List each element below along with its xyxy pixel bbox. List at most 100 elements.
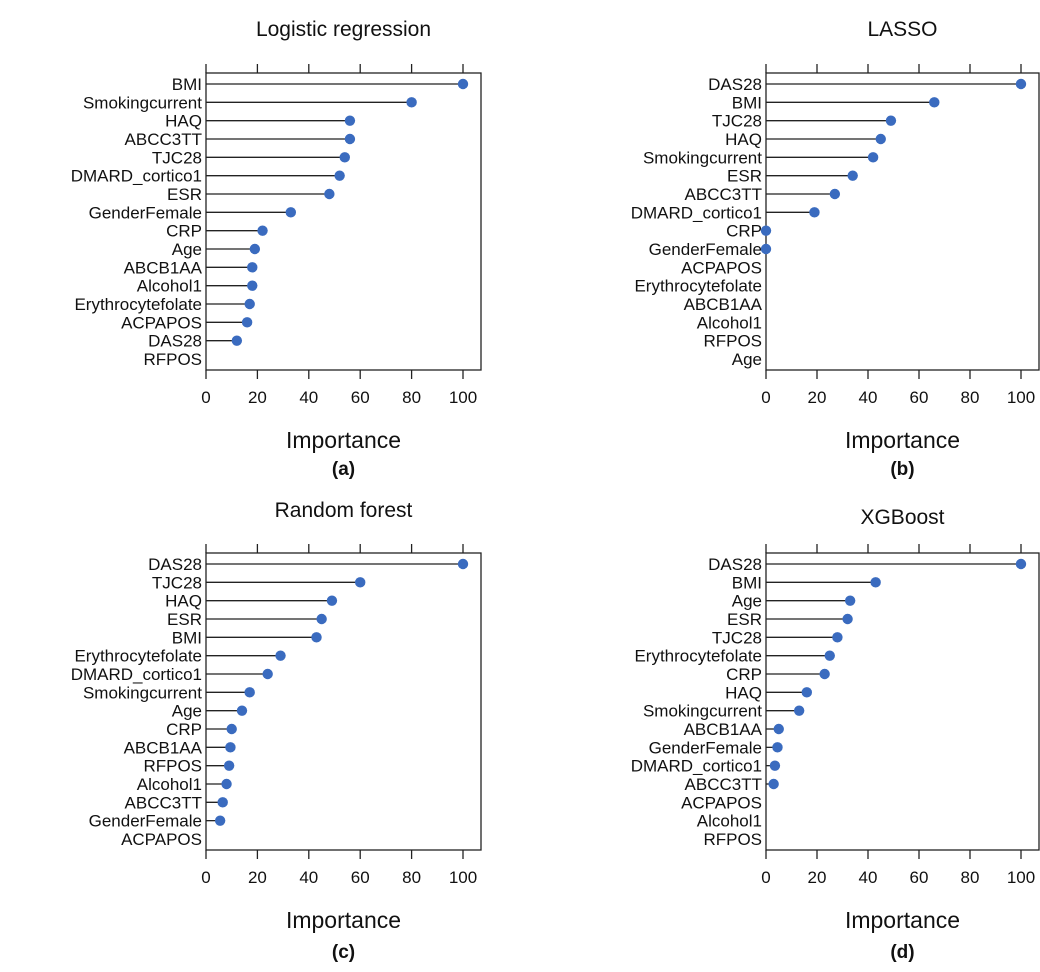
x-tick-label: 80 xyxy=(961,388,980,407)
x-tick-label: 100 xyxy=(1007,388,1035,407)
lollipop-dot xyxy=(819,668,830,680)
lollipop-dot xyxy=(334,170,345,181)
lollipop-dot xyxy=(844,595,856,606)
lollipop-dot xyxy=(867,152,879,163)
category-label: DMARD_cortico1 xyxy=(71,665,202,684)
lollipop-dot xyxy=(793,705,805,716)
category-label: Smokingcurrent xyxy=(643,702,762,721)
category-label: ABCC3TT xyxy=(125,793,202,812)
chart-panel-b: LASSO 0 20 40 60 80 100 Importance (b) DAS28BMITJ… xyxy=(631,18,1040,480)
lollipop-dot xyxy=(760,243,772,255)
category-label: ESR xyxy=(727,610,762,629)
lollipop-dot xyxy=(929,97,940,108)
category-label: HAQ xyxy=(165,592,202,611)
lollipop-dot xyxy=(769,760,781,771)
lollipop-dot xyxy=(324,188,335,200)
x-tick-label: 80 xyxy=(402,388,421,407)
lollipop-dot xyxy=(355,577,366,588)
lollipop-dot xyxy=(257,225,268,236)
lollipop-dot xyxy=(275,650,286,661)
category-label: DAS28 xyxy=(148,555,202,574)
category-label: ACPAPOS xyxy=(681,258,762,277)
category-label: Alcohol1 xyxy=(137,277,202,296)
category-label: CRP xyxy=(166,720,202,739)
category-label: Age xyxy=(732,592,762,611)
category-label: RFPOS xyxy=(143,757,202,776)
lollipop-dot xyxy=(214,815,226,826)
lollipop-dot xyxy=(801,687,812,698)
chart-title: XGBoost xyxy=(860,506,944,529)
x-tick-label: 20 xyxy=(248,388,267,407)
plot-frame xyxy=(765,72,1040,371)
chart-panel-d: XGBoost 0 20 40 60 80 100 Importance (d) DAS28BMI… xyxy=(631,506,1040,963)
category-label: DAS28 xyxy=(708,75,762,94)
x-tick-label: 60 xyxy=(351,388,370,407)
x-axis-label: Importance xyxy=(845,907,960,933)
panel-label: (c) xyxy=(332,942,355,963)
category-label: ABCB1AA xyxy=(124,258,203,277)
category-label: ACPAPOS xyxy=(681,793,762,812)
category-label: BMI xyxy=(172,628,202,647)
x-tick-label: 100 xyxy=(449,868,477,887)
x-tick-label: 60 xyxy=(910,868,929,887)
category-label: CRP xyxy=(166,222,202,241)
chart-title: LASSO xyxy=(867,18,937,41)
lollipop-dot xyxy=(326,595,338,606)
category-label: HAQ xyxy=(165,112,202,131)
x-axis-label: Importance xyxy=(845,427,960,453)
x-tick-label: 20 xyxy=(808,388,827,407)
lollipop-dot xyxy=(247,262,258,273)
category-label: DAS28 xyxy=(148,332,202,351)
chart-panel-a: Logistic regression 0 20 40 60 80 100 Importanc… xyxy=(71,18,482,480)
category-label: Smokingcurrent xyxy=(83,683,202,702)
lollipop-dot xyxy=(311,632,322,643)
category-label: DMARD_cortico1 xyxy=(631,757,762,776)
category-label: GenderFemale xyxy=(649,240,762,259)
x-tick-label: 80 xyxy=(402,868,421,887)
category-label: BMI xyxy=(172,75,202,94)
lollipop-dot xyxy=(870,577,881,588)
plot-frame xyxy=(765,552,1040,851)
category-label: ESR xyxy=(167,610,202,629)
chart-title: Logistic regression xyxy=(256,18,431,41)
lollipop-dot xyxy=(249,243,261,255)
lollipop-dot xyxy=(316,613,327,625)
x-tick-label: 20 xyxy=(248,868,267,887)
category-label: HAQ xyxy=(725,130,762,149)
category-label: ABCB1AA xyxy=(124,738,203,757)
lollipop-dot xyxy=(236,705,248,716)
x-tick-label: 0 xyxy=(761,868,770,887)
category-label: CRP xyxy=(726,665,762,684)
x-tick-label: 60 xyxy=(910,388,929,407)
category-label: ABCB1AA xyxy=(684,295,763,314)
lollipop-dot xyxy=(226,723,237,735)
category-label: Erythrocytefolate xyxy=(74,295,202,314)
category-label: GenderFemale xyxy=(649,738,762,757)
category-label: RFPOS xyxy=(143,350,202,369)
category-label: BMI xyxy=(732,573,762,592)
category-label: Age xyxy=(172,240,202,259)
x-tick-label: 40 xyxy=(299,388,318,407)
lollipop-dot xyxy=(760,225,772,236)
lollipop-dot xyxy=(832,632,843,643)
x-axis-label: Importance xyxy=(286,907,401,933)
x-tick-label: 60 xyxy=(351,868,370,887)
panel-label: (b) xyxy=(890,459,914,480)
lollipop-dot xyxy=(262,668,273,680)
lollipop-dot xyxy=(1015,78,1027,90)
category-label: Erythrocytefolate xyxy=(74,647,202,666)
lollipop-dot xyxy=(847,170,858,181)
lollipop-dot xyxy=(244,298,255,310)
x-tick-label: 0 xyxy=(201,388,210,407)
category-label: ESR xyxy=(167,185,202,204)
category-label: ABCB1AA xyxy=(684,720,763,739)
lollipop-dot xyxy=(247,280,258,291)
category-label: Age xyxy=(172,702,202,721)
lollipop-dot xyxy=(809,207,820,218)
lollipop-dot xyxy=(231,335,243,346)
lollipop-dot xyxy=(773,723,784,735)
category-label: ESR xyxy=(727,167,762,186)
lollipop-dot xyxy=(885,115,897,126)
lollipop-dot xyxy=(339,152,350,163)
